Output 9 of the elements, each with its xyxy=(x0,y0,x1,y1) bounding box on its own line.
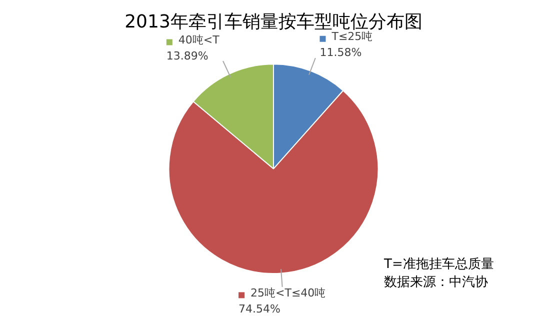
data-label: 11.58% xyxy=(320,46,362,60)
legend-label: 25吨<T≤40吨 xyxy=(250,286,326,300)
text: T=准拖挂车总质量 xyxy=(384,256,494,274)
legend-label: 40吨<T xyxy=(178,34,220,47)
data-label: 13.89% xyxy=(166,50,208,63)
source-note: 数据来源：中汽协 xyxy=(384,274,489,292)
data-label: 74.54% xyxy=(238,302,280,316)
chart-title: 2013年牵引车销量按车型吨位分布图 xyxy=(124,11,422,32)
legend-label: T≤25吨 xyxy=(330,30,373,44)
